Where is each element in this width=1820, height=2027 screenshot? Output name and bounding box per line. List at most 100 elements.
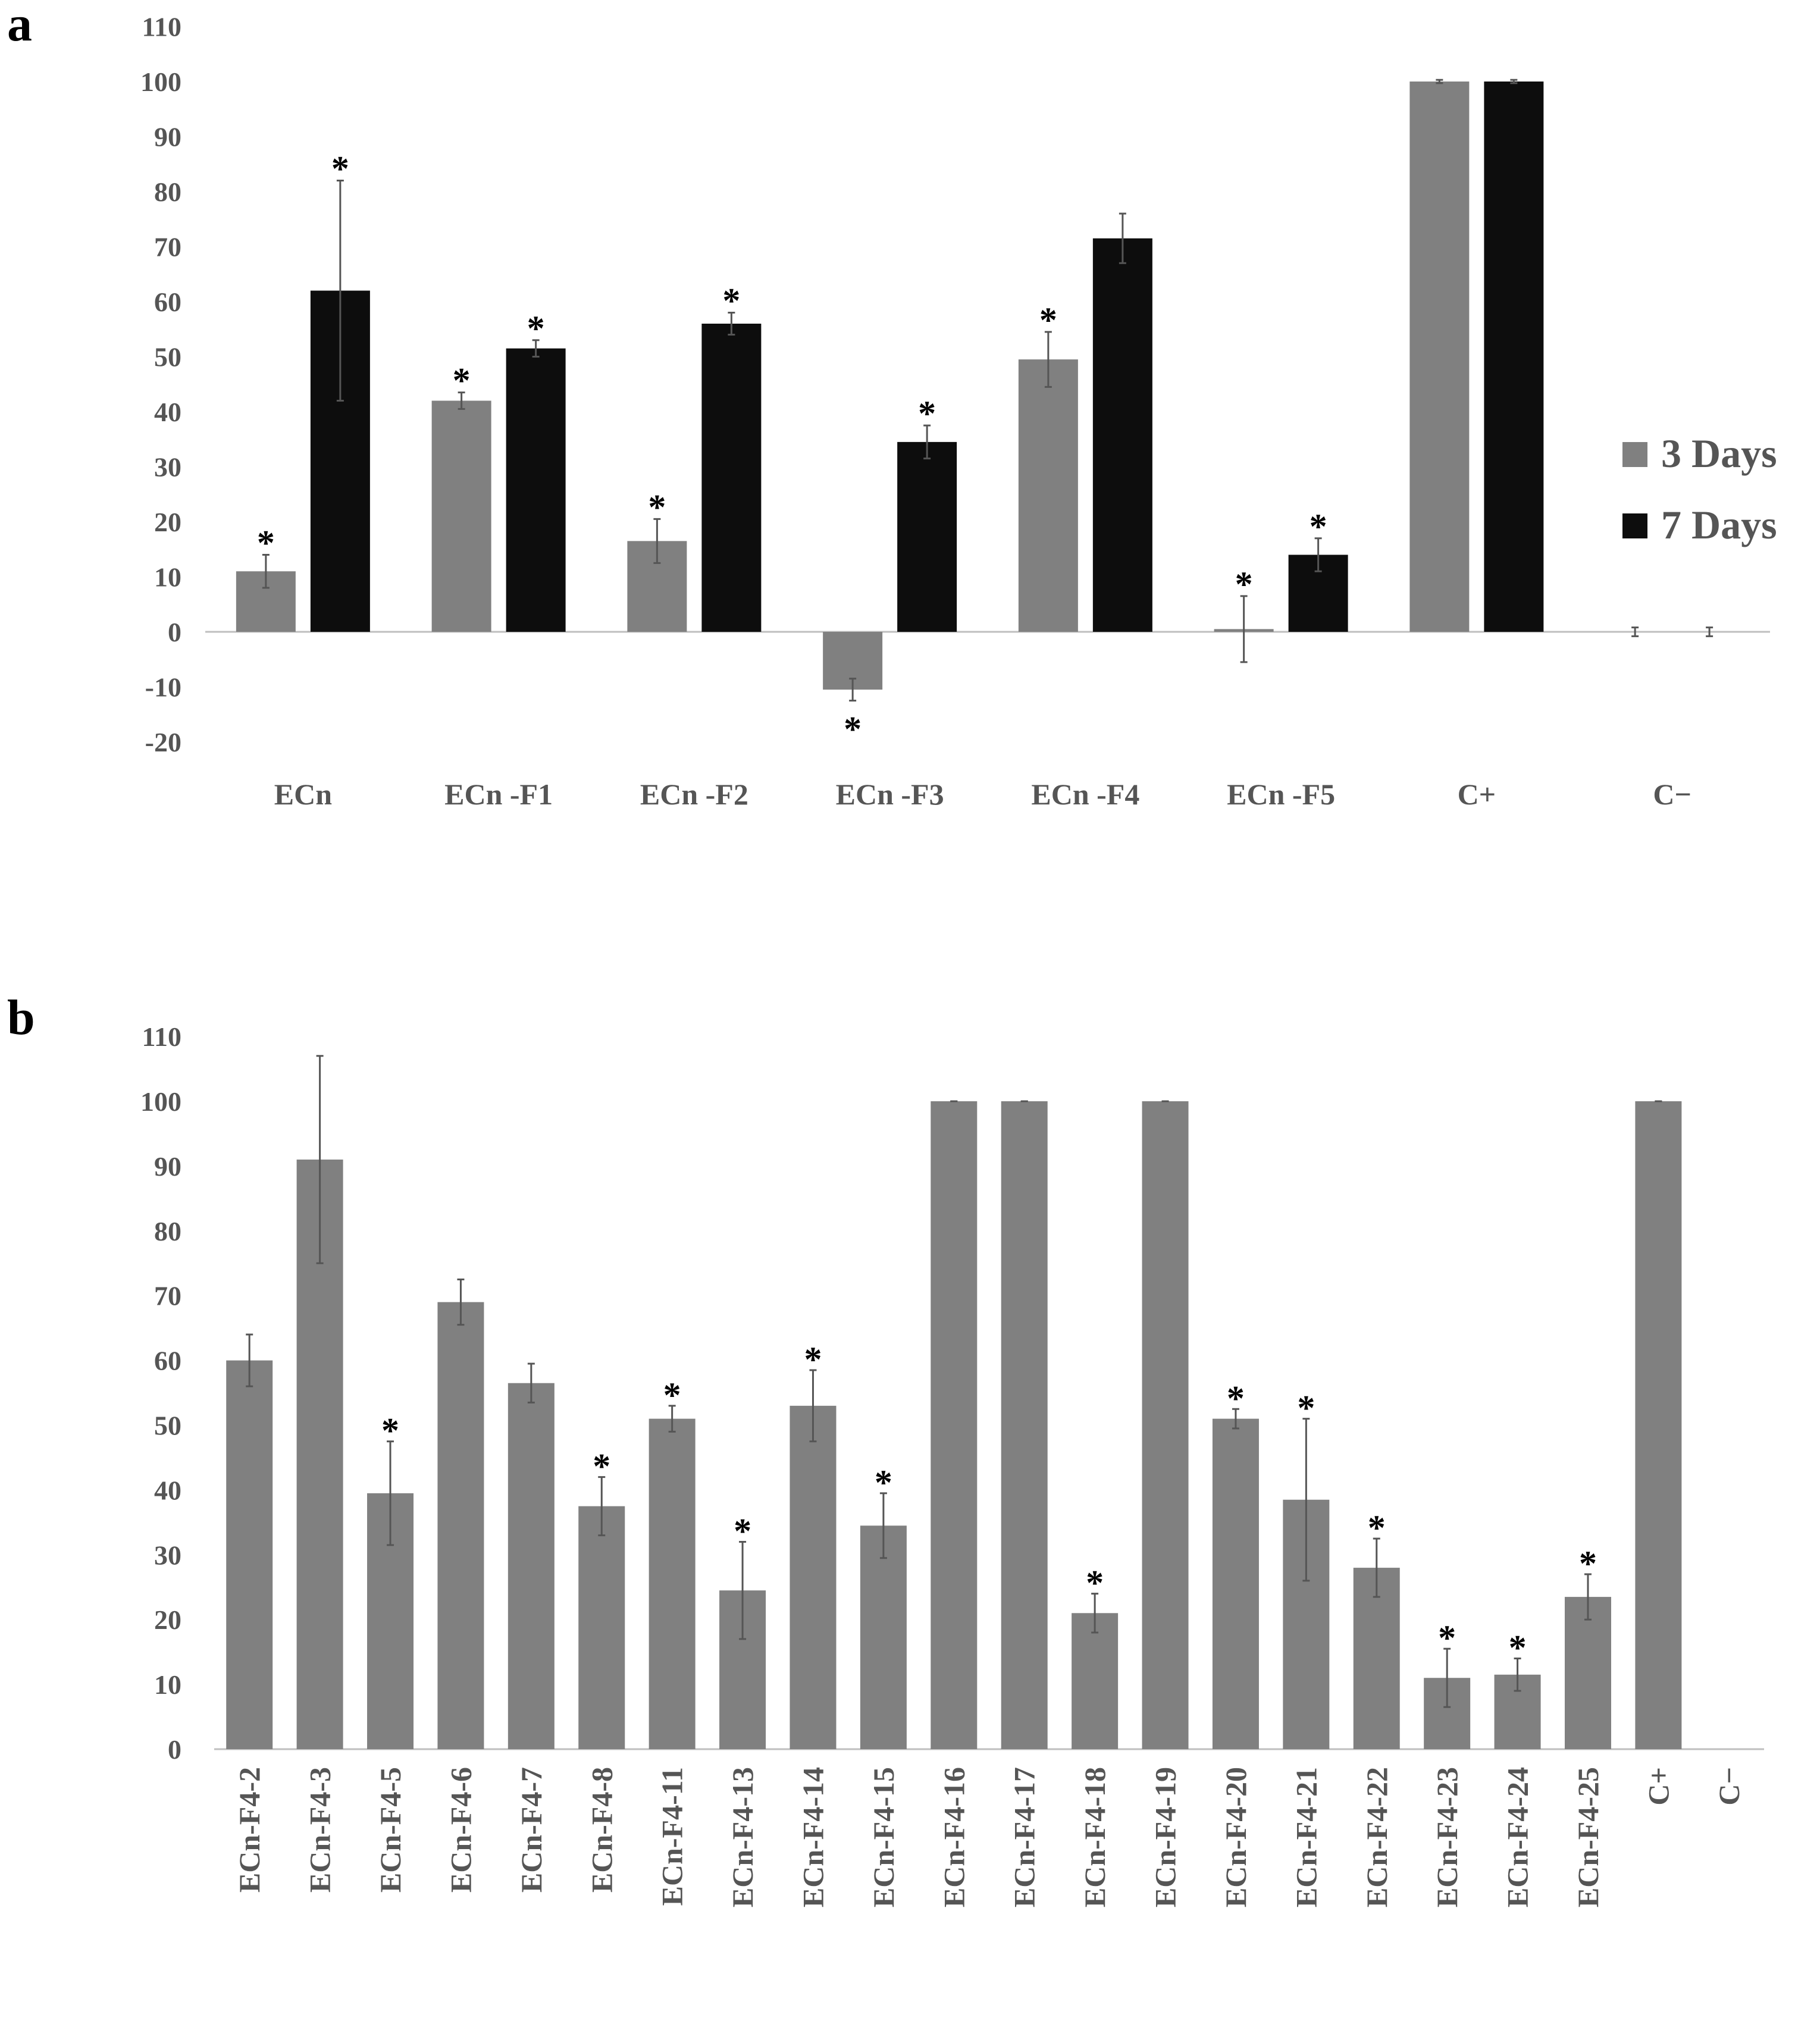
panel-b-x-tick: ECn-F4-11 (656, 1767, 689, 1906)
panel-a-significance-star: * (1039, 300, 1057, 340)
panel-b-x-tick: ECn-F4-21 (1289, 1767, 1323, 1907)
panel-b-bar (790, 1405, 837, 1749)
panel-a-x-tick: ECn -F3 (836, 778, 944, 811)
panel-a-y-tick: 30 (154, 452, 181, 483)
panel-b-x-tick: ECn-F4-2 (233, 1767, 266, 1893)
panel-b-bar (226, 1360, 273, 1749)
panel-b-x-tick: ECn-F4-17 (1008, 1767, 1041, 1907)
panel-b-bar (508, 1383, 555, 1749)
panel-b-bar (931, 1101, 978, 1749)
panel-b-bar (1353, 1568, 1400, 1749)
panel-b-bar (1142, 1101, 1189, 1749)
panel-b-x-tick: ECn-F4-23 (1430, 1767, 1464, 1907)
panel-b-x-tick: ECn-F4-20 (1219, 1767, 1252, 1907)
panel-b-y-tick: 70 (154, 1281, 181, 1311)
panel-a-significance-star: * (453, 361, 471, 400)
panel-a-y-tick: 100 (140, 67, 181, 97)
panel-b-y-tick: 20 (154, 1605, 181, 1635)
panel-b-significance-star: * (734, 1512, 751, 1551)
panel-b-significance-star: * (1509, 1628, 1527, 1668)
panel-b-y-tick: 30 (154, 1540, 181, 1570)
panel-b-bar (860, 1525, 907, 1749)
panel-a-significance-star: * (331, 149, 349, 189)
panel-b-x-tick: ECn-F4-24 (1501, 1767, 1534, 1907)
panel-a-bar-3-days (431, 400, 491, 632)
panel-a-legend-label: 7 Days (1661, 502, 1777, 547)
panel-b-x-tick: ECn-F4-22 (1360, 1767, 1393, 1907)
panel-a-bar-7-days (701, 324, 762, 632)
panel-a-y-tick: -10 (145, 672, 181, 703)
panel-b-x-tick: ECn-F4-3 (303, 1767, 337, 1893)
panel-b-x-tick: C− (1712, 1767, 1746, 1806)
panel-a-y-tick: 60 (154, 287, 181, 317)
panel-a-bar-3-days (1018, 359, 1078, 632)
panel-a-y-tick: 110 (142, 12, 181, 42)
panel-b-y-tick: 10 (154, 1669, 181, 1700)
panel-b-y-tick: 80 (154, 1216, 181, 1246)
panel-a-x-tick: ECn -F1 (444, 778, 553, 811)
panel-b-significance-star: * (1086, 1564, 1104, 1603)
panel-b-bar (1001, 1101, 1048, 1749)
panel-a-significance-star: * (648, 487, 666, 527)
panel-b-x-tick: ECn-F4-18 (1078, 1767, 1111, 1907)
panel-b-x-tick: ECn-F4-25 (1571, 1767, 1605, 1907)
panel-b-significance-star: * (381, 1411, 399, 1450)
panel-a-significance-star: * (844, 710, 862, 749)
panel-a-bar-7-days (1092, 238, 1152, 632)
panel-a-y-tick: 80 (154, 177, 181, 207)
panel-a-y-tick: 10 (154, 562, 181, 593)
panel-b-bar (437, 1302, 484, 1749)
panel-a-x-tick: ECn (274, 778, 332, 811)
panel-a-bar-7-days (506, 348, 566, 632)
panel-b-significance-star: * (1438, 1618, 1456, 1658)
panel-b-y-tick: 40 (154, 1475, 181, 1505)
panel-b-y-tick: 0 (168, 1734, 181, 1765)
panel-a-label: a (7, 0, 32, 52)
panel-a-significance-star: * (527, 309, 545, 348)
panel-b-significance-star: * (875, 1463, 892, 1502)
panel-b-x-tick: ECn-F4-19 (1149, 1767, 1182, 1907)
panel-a-y-tick: 0 (168, 617, 181, 647)
panel-b-x-tick: C+ (1642, 1767, 1675, 1806)
panel-b-bar (1212, 1418, 1259, 1749)
panel-a-significance-star: * (257, 524, 275, 563)
panel-a-y-tick: -20 (145, 727, 181, 757)
panel-a-bar-7-days (1484, 82, 1544, 632)
panel-b-x-tick: ECn-F4-16 (937, 1767, 970, 1907)
panel-a-x-tick: ECn -F4 (1031, 778, 1139, 811)
panel-a-x-tick: ECn -F5 (1227, 778, 1335, 811)
panel-b-y-tick: 90 (154, 1151, 181, 1182)
panel-b-significance-star: * (1368, 1508, 1386, 1547)
panel-b-label: b (7, 990, 35, 1045)
panel-a-bar-3-days (1409, 82, 1470, 632)
panel-b-y-tick: 60 (154, 1346, 181, 1376)
panel-a-y-tick: 50 (154, 342, 181, 372)
panel-a-y-tick: 90 (154, 122, 181, 152)
panel-b-y-tick: 110 (142, 1022, 181, 1052)
panel-b-bar (649, 1418, 696, 1749)
panel-a-x-tick: ECn -F2 (640, 778, 748, 811)
panel-a-x-tick: C+ (1458, 778, 1496, 811)
panel-b-bar (578, 1506, 625, 1749)
panel-b-bar (1564, 1597, 1611, 1749)
panel-b-significance-star: * (663, 1376, 681, 1415)
panel-a-significance-star: * (722, 281, 740, 321)
panel-b-x-tick: ECn-F4-15 (867, 1767, 900, 1907)
panel-b-significance-star: * (1579, 1544, 1597, 1583)
panel-a-significance-star: * (1310, 507, 1327, 546)
panel-b-bar (1635, 1101, 1682, 1749)
panel-b-x-tick: ECn-F4-7 (515, 1767, 548, 1893)
panel-a-legend-swatch-3-days (1622, 442, 1647, 467)
panel-a-y-tick: 20 (154, 507, 181, 537)
panel-a-significance-star: * (1235, 565, 1253, 604)
panel-a-bar-7-days (897, 441, 957, 632)
panel-b-x-tick: ECn-F4-14 (796, 1767, 829, 1907)
panel-b-y-tick: 100 (140, 1086, 181, 1117)
panel-b-y-tick: 50 (154, 1411, 181, 1441)
panel-b-significance-star: * (1297, 1389, 1315, 1428)
panel-b-x-tick: ECn-F4-6 (444, 1767, 477, 1893)
panel-a-y-tick: 40 (154, 397, 181, 427)
panel-a-y-tick: 70 (154, 232, 181, 262)
panel-a-significance-star: * (918, 394, 936, 433)
